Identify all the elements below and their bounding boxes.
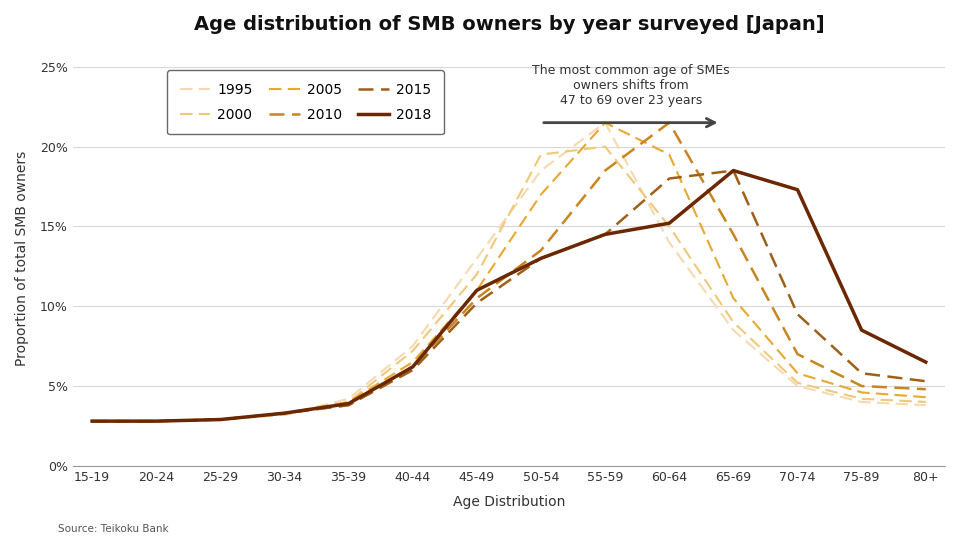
Text: Source: Teikoku Bank: Source: Teikoku Bank bbox=[58, 524, 168, 534]
Legend: 1995, 2000, 2005, 2010, 2015, 2018: 1995, 2000, 2005, 2010, 2015, 2018 bbox=[167, 70, 444, 134]
X-axis label: Age Distribution: Age Distribution bbox=[453, 495, 565, 509]
Y-axis label: Proportion of total SMB owners: Proportion of total SMB owners bbox=[15, 151, 29, 366]
Text: The most common age of SMEs
owners shifts from
47 to 69 over 23 years: The most common age of SMEs owners shift… bbox=[532, 64, 730, 107]
Title: Age distribution of SMB owners by year surveyed [Japan]: Age distribution of SMB owners by year s… bbox=[194, 15, 825, 34]
